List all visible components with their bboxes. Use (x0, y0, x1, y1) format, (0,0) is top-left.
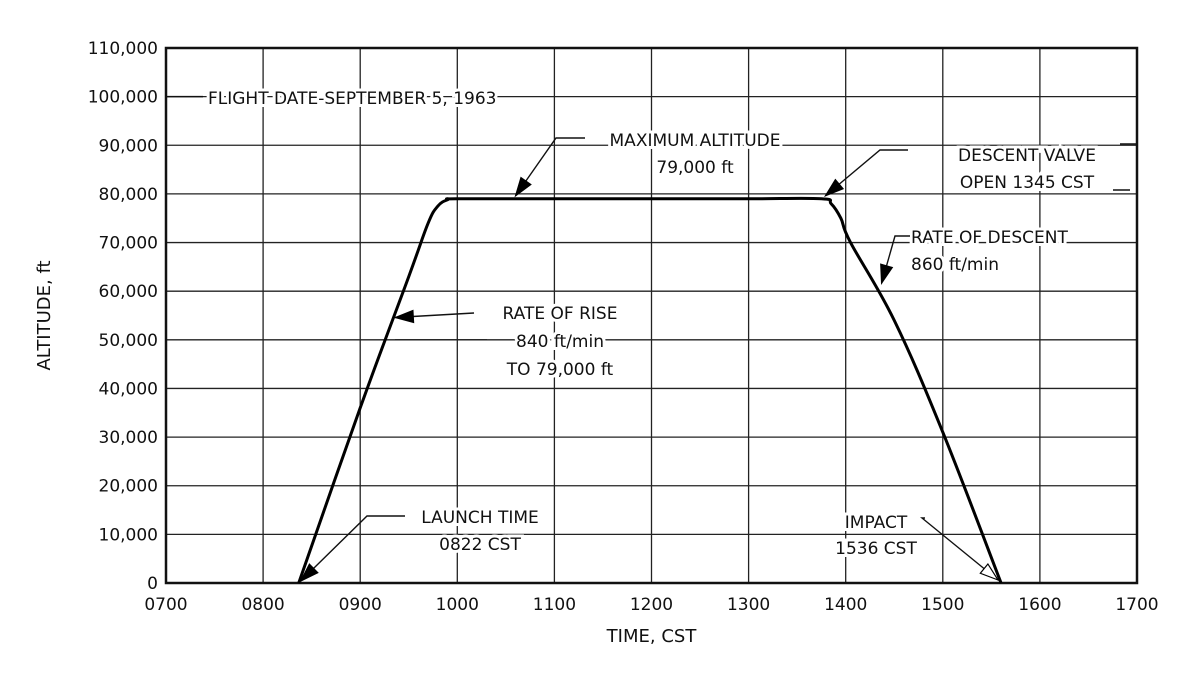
y-tick-label: 80,000 (99, 185, 158, 205)
x-tick-label: 1700 (1115, 595, 1158, 615)
arrowhead-icon (299, 563, 319, 583)
grid (165, 47, 1138, 584)
descent-valve-label: DESCENT VALVE OPEN 1345 CST (955, 143, 1099, 196)
launch-time-label-line: LAUNCH TIME (421, 508, 539, 528)
y-axis-title: ALTITUDE, ft (34, 260, 55, 370)
rate-of-rise-label-line: TO 79,000 ft (506, 360, 614, 380)
x-tick-label: 1600 (1018, 595, 1061, 615)
x-tick-label: 0700 (144, 595, 187, 615)
flight-date-label: FLIGHT DATE-SEPTEMBER 5, 1963 (205, 86, 499, 112)
max-altitude-label: MAXIMUM ALTITUDE 79,000 ft (607, 128, 784, 181)
y-tick-label: 110,000 (88, 39, 158, 59)
annotations: FLIGHT DATE-SEPTEMBER 5, 1963 MAXIMUM ALT… (166, 86, 1137, 583)
x-tick-label: 0800 (241, 595, 284, 615)
x-tick-label: 1100 (533, 595, 576, 615)
y-tick-label: 40,000 (99, 379, 158, 399)
y-tick-labels: 0 10,000 20,000 30,000 40,000 50,000 60,000 70,… (88, 39, 158, 594)
y-tick-label: 0 (147, 574, 158, 594)
arrowhead-icon (514, 176, 532, 198)
x-tick-label: 1400 (824, 595, 867, 615)
y-tick-label: 70,000 (99, 234, 158, 254)
leader-line (920, 517, 999, 581)
x-tick-labels: 0700 0800 0900 1000 1100 1200 1300 1400 1500 1600… (144, 595, 1158, 615)
arrowhead-icon (880, 263, 894, 286)
launch-time-label: LAUNCH TIME 0822 CST (418, 505, 542, 558)
impact-label-line: 1536 CST (835, 539, 917, 559)
rate-of-rise-label: RATE OF RISE 840 ft/min TO 79,000 ft (500, 301, 621, 383)
descent-valve-label-line: OPEN 1345 CST (960, 173, 1095, 193)
y-tick-label: 60,000 (99, 282, 158, 302)
y-tick-label: 20,000 (99, 477, 158, 497)
max-altitude-label-line: 79,000 ft (656, 158, 734, 178)
arrowhead-icon (393, 309, 415, 324)
x-tick-label: 0900 (339, 595, 382, 615)
y-tick-label: 100,000 (88, 88, 158, 108)
flight-date-label-line: FLIGHT DATE-SEPTEMBER 5, 1963 (208, 89, 496, 109)
rate-of-descent-label-line: RATE OF DESCENT (911, 228, 1068, 248)
x-axis-title: TIME, CST (606, 626, 698, 647)
arrowhead-icon (979, 562, 1000, 582)
altitude-curve (297, 196, 1003, 584)
rate-of-rise-label-line: RATE OF RISE (503, 304, 618, 324)
leader-line (824, 149, 908, 197)
x-tick-label: 1300 (727, 595, 770, 615)
leader-line (300, 515, 405, 582)
plot-frame (164, 46, 1139, 585)
y-tick-label: 30,000 (99, 428, 158, 448)
x-tick-label: 1200 (630, 595, 673, 615)
y-tick-label: 50,000 (99, 331, 158, 351)
rate-of-descent-label: RATE OF DESCENT 860 ft/min (908, 225, 1071, 278)
rate-of-rise-label-line: 840 ft/min (516, 332, 604, 352)
descent-valve-label-line: DESCENT VALVE (958, 146, 1096, 166)
x-tick-label: 1500 (921, 595, 964, 615)
x-tick-label: 1000 (436, 595, 479, 615)
leader-line (514, 137, 585, 197)
launch-time-label-line: 0822 CST (439, 535, 521, 555)
max-altitude-label-line: MAXIMUM ALTITUDE (610, 131, 781, 151)
arrowhead-icon (823, 178, 845, 197)
y-tick-label: 10,000 (99, 525, 158, 545)
y-tick-label: 90,000 (99, 136, 158, 156)
rate-of-descent-label-line: 860 ft/min (911, 255, 999, 275)
impact-label-line: IMPACT (845, 513, 908, 533)
impact-label: IMPACT 1536 CST (832, 510, 920, 562)
